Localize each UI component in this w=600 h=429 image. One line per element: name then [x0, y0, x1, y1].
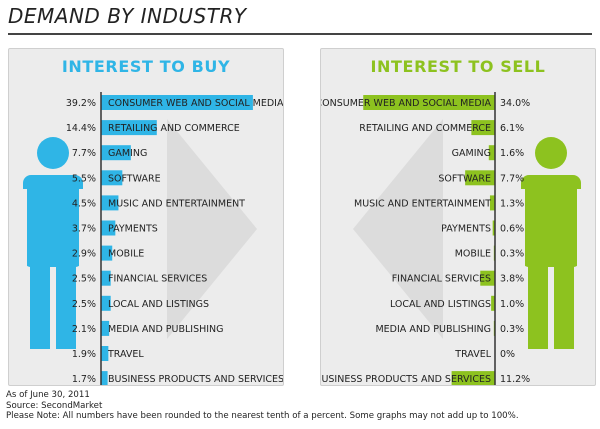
page-title: DEMAND BY INDUSTRY [8, 4, 247, 28]
buyer-figure-left-leg [30, 261, 50, 349]
buyer-figure-torso [23, 175, 83, 267]
sell-bar-consumer-web-and-social-media [363, 95, 495, 110]
buy-category-label-media-and-publishing: MEDIA AND PUBLISHING [108, 324, 224, 335]
sell-category-label-music-and-entertainment: MUSIC AND ENTERTAINMENT [354, 198, 491, 209]
sell-value-label-payments: 0.6% [500, 224, 524, 235]
buy-value-label-local-and-listings: 2.5% [72, 299, 96, 310]
sell-bar-payments [492, 220, 495, 236]
buy-bar-retailing-and-commerce [101, 120, 157, 136]
sell-bar-financial-services [480, 270, 495, 286]
buy-value-label-payments: 3.7% [72, 224, 96, 235]
buyer-figure-right-leg [56, 261, 76, 349]
seller-figure-torso [521, 175, 581, 267]
buy-bar-mobile [101, 245, 113, 261]
buyer-figure-shoulder-gap-l [17, 175, 23, 179]
sell-category-label-consumer-web-and-social-media: CONSUMER WEB AND SOCIAL MEDIA [321, 98, 491, 109]
sell-bar-gaming [488, 145, 495, 161]
buy-category-label-retailing-and-commerce: RETAILING AND COMMERCE [108, 123, 240, 134]
buy-category-label-local-and-listings: LOCAL AND LISTINGS [108, 299, 209, 310]
buy-bar-business-products-and-services [101, 371, 108, 385]
sell-bar-business-products-and-services [451, 371, 495, 385]
buyer-figure-arm-gap-r [79, 189, 83, 267]
sell-category-label-gaming: GAMING [452, 148, 491, 159]
buy-value-label-mobile: 2.9% [72, 249, 96, 260]
buy-value-label-financial-services: 2.5% [72, 274, 96, 285]
buyer-figure-arm-gap-l [23, 189, 27, 267]
interest-to-buy-title: INTEREST TO BUY [61, 57, 231, 76]
buy-category-label-consumer-web-and-social-media: CONSUMER WEB AND SOCIAL MEDIA [108, 98, 283, 109]
background-arrow [353, 119, 443, 339]
sell-value-label-consumer-web-and-social-media: 34.0% [500, 98, 530, 109]
buy-category-label-business-products-and-services: BUSINESS PRODUCTS AND SERVICES [108, 374, 283, 385]
sell-bar-local-and-listings [491, 295, 495, 311]
buy-category-label-gaming: GAMING [108, 148, 147, 159]
seller-figure-shoulder-gap-l [515, 175, 521, 179]
buy-category-label-software: SOFTWARE [108, 173, 161, 184]
sell-value-label-software: 7.7% [500, 173, 524, 184]
rounding-note: Please Note: All numbers have been round… [6, 411, 519, 421]
buy-bar-software [101, 170, 123, 186]
buy-value-label-consumer-web-and-social-media: 39.2% [66, 98, 96, 109]
buy-bar-travel [101, 346, 109, 361]
sell-value-label-travel: 0% [500, 349, 515, 360]
interest-to-buy-panel: CONSUMER WEB AND SOCIAL MEDIA 39.2% RETAIL… [8, 48, 284, 386]
buy-value-label-gaming: 7.7% [72, 148, 96, 159]
sell-value-label-local-and-listings: 1.0% [500, 299, 524, 310]
footer-notes: As of June 30, 2011 Source: SecondMarket… [6, 390, 519, 422]
buy-value-label-travel: 1.9% [72, 349, 96, 360]
seller-figure [515, 137, 581, 349]
buy-bar-music-and-entertainment [101, 195, 119, 211]
sell-bar-software [465, 170, 495, 186]
buy-value-label-music-and-entertainment: 4.5% [72, 198, 96, 209]
sell-category-label-media-and-publishing: MEDIA AND PUBLISHING [375, 324, 491, 335]
sell-category-label-software: SOFTWARE [438, 173, 491, 184]
seller-figure-arm-gap-l [521, 189, 525, 267]
buy-category-label-mobile: MOBILE [108, 249, 144, 260]
buy-category-label-travel: TRAVEL [107, 349, 144, 360]
buy-category-label-music-and-entertainment: MUSIC AND ENTERTAINMENT [108, 198, 245, 209]
buy-value-label-software: 5.5% [72, 173, 96, 184]
source-note: Source: SecondMarket [6, 400, 103, 411]
sell-value-label-music-and-entertainment: 1.3% [500, 198, 524, 209]
buy-bar-gaming [101, 145, 131, 161]
sell-category-label-local-and-listings: LOCAL AND LISTINGS [390, 299, 491, 310]
buy-bar-payments [101, 220, 116, 236]
interest-to-buy-chart: CONSUMER WEB AND SOCIAL MEDIA 39.2% RETAIL… [17, 92, 283, 385]
buy-value-label-business-products-and-services: 1.7% [72, 374, 96, 385]
buy-value-label-retailing-and-commerce: 14.4% [66, 123, 96, 134]
buy-bar-local-and-listings [101, 295, 111, 311]
sell-category-label-financial-services: FINANCIAL SERVICES [392, 274, 491, 285]
background-arrow [167, 119, 257, 339]
seller-figure-arm-gap-r [577, 189, 581, 267]
sell-value-label-business-products-and-services: 11.2% [500, 374, 530, 385]
seller-figure-head [535, 137, 567, 169]
interest-to-sell-panel: CONSUMER WEB AND SOCIAL MEDIA 34.0% RETAIL… [320, 48, 596, 386]
buy-bar-financial-services [101, 270, 111, 286]
title-rule [8, 33, 592, 35]
buyer-figure [17, 137, 83, 349]
buy-bar-consumer-web-and-social-media [101, 95, 253, 110]
sell-category-label-business-products-and-services: BUSINESS PRODUCTS AND SERVICES [321, 374, 491, 385]
sell-category-label-mobile: MOBILE [455, 249, 491, 260]
seller-figure-left-leg [528, 261, 548, 349]
buyer-figure-head [37, 137, 69, 169]
sell-category-label-retailing-and-commerce: RETAILING AND COMMERCE [359, 123, 491, 134]
seller-figure-right-leg [554, 261, 574, 349]
sell-bar-music-and-entertainment [489, 195, 495, 211]
sell-category-label-travel: TRAVEL [454, 349, 491, 360]
sell-value-label-financial-services: 3.8% [500, 274, 524, 285]
buy-bar-media-and-publishing [101, 320, 110, 336]
interest-to-sell-chart: CONSUMER WEB AND SOCIAL MEDIA 34.0% RETAIL… [321, 92, 581, 385]
buy-category-label-financial-services: FINANCIAL SERVICES [108, 274, 207, 285]
sell-value-label-media-and-publishing: 0.3% [500, 324, 524, 335]
sell-category-label-payments: PAYMENTS [441, 224, 491, 235]
sell-value-label-gaming: 1.6% [500, 148, 524, 159]
buy-category-label-payments: PAYMENTS [108, 224, 158, 235]
sell-bar-retailing-and-commerce [471, 120, 495, 136]
buy-value-label-media-and-publishing: 2.1% [72, 324, 96, 335]
as-of-date: As of June 30, 2011 [6, 390, 90, 400]
sell-value-label-retailing-and-commerce: 6.1% [500, 123, 524, 134]
interest-to-sell-title: INTEREST TO SELL [370, 57, 546, 76]
sell-value-label-mobile: 0.3% [500, 249, 524, 260]
